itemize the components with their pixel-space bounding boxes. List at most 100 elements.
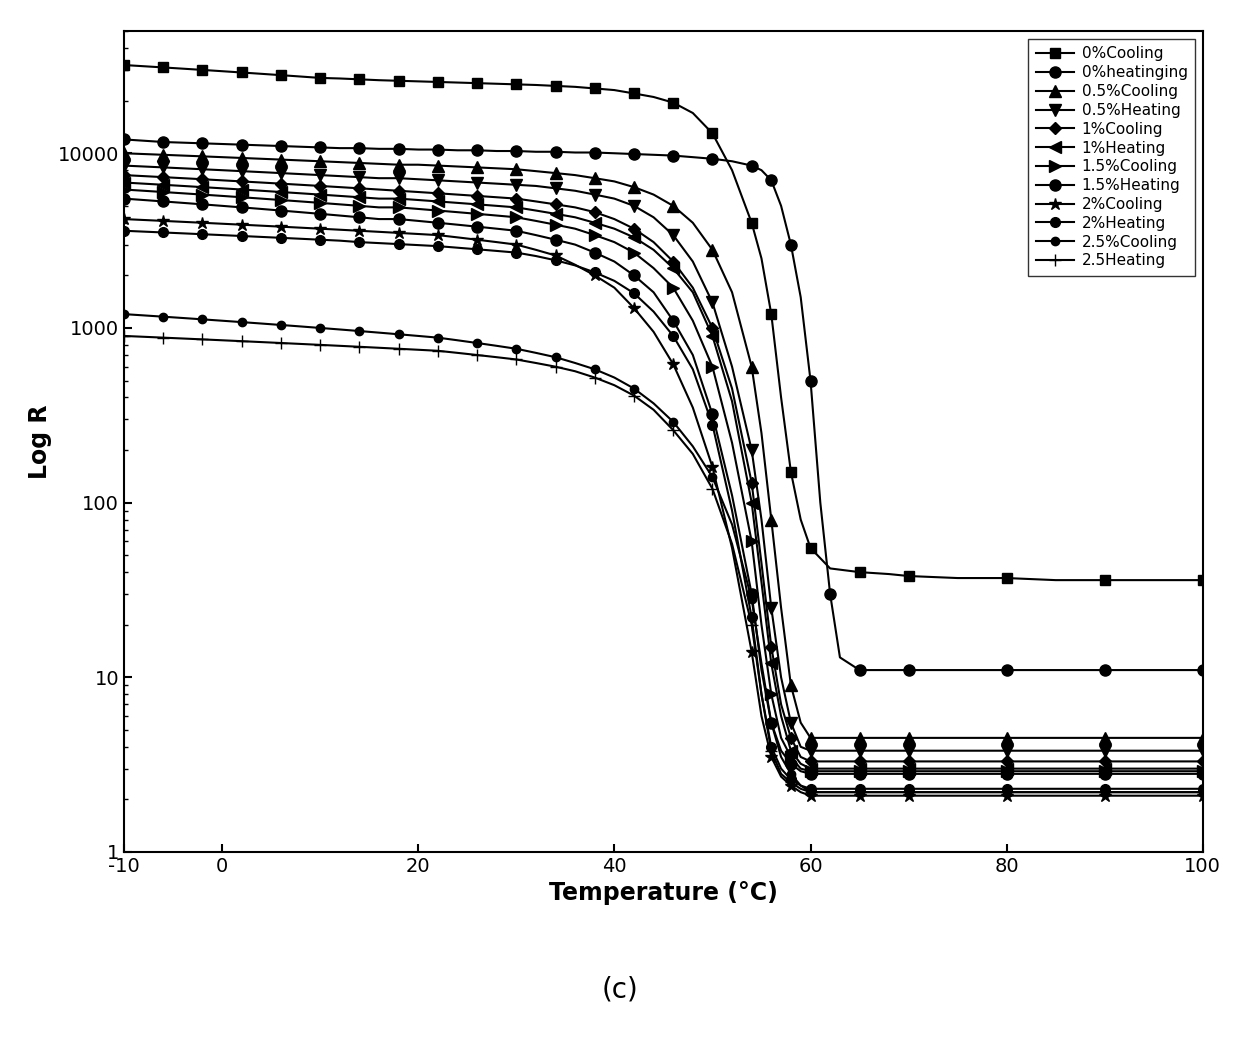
1.5%Heating [234, 202, 249, 214]
1.5%Heating [548, 234, 563, 246]
0%Cooling [626, 87, 641, 100]
2.5%Cooling [774, 751, 789, 764]
1%Cooling [606, 213, 621, 225]
1%Heating [646, 243, 661, 256]
1.5%Cooling [274, 194, 289, 207]
1.5%Cooling [548, 218, 563, 231]
2.5Heating [784, 776, 799, 789]
2%Cooling [470, 234, 485, 246]
2%Cooling [391, 227, 405, 239]
1%Heating [490, 199, 505, 212]
2.5Heating [686, 448, 701, 460]
0.5%Heating [999, 745, 1014, 757]
0.5%Heating [332, 169, 347, 182]
2.5Heating [490, 351, 505, 364]
1.5%Heating [1048, 768, 1063, 780]
0%Cooling [254, 68, 269, 80]
2%Cooling [804, 790, 818, 802]
2%Heating [410, 239, 425, 251]
2.5%Cooling [686, 441, 701, 453]
0.5%Heating [686, 256, 701, 268]
1%Heating [548, 208, 563, 220]
0.5%Heating [430, 175, 445, 187]
1%Heating [293, 187, 308, 199]
2.5%Cooling [950, 785, 965, 798]
1%Cooling [901, 755, 916, 768]
1%Heating [234, 183, 249, 195]
2.5%Cooling [764, 717, 779, 729]
2.5Heating [274, 337, 289, 349]
2%Heating [156, 227, 171, 239]
1%Cooling [999, 755, 1014, 768]
0%Cooling [293, 71, 308, 83]
1%Heating [764, 658, 779, 670]
2.5%Cooling [391, 328, 405, 341]
2.5Heating [646, 403, 661, 416]
1%Cooling [254, 177, 269, 189]
0.5%Heating [391, 171, 405, 184]
1%Heating [626, 231, 641, 243]
2%Cooling [136, 214, 151, 227]
2.5%Cooling [882, 785, 897, 798]
0%Cooling [794, 513, 808, 526]
2%Heating [882, 782, 897, 795]
2%Cooling [754, 710, 769, 722]
2.5%Cooling [470, 337, 485, 349]
0.5%Heating [470, 177, 485, 189]
0.5%Heating [950, 745, 965, 757]
1%Heating [706, 329, 720, 342]
1%Heating [784, 745, 799, 757]
0.5%Heating [852, 745, 867, 757]
2%Cooling [1146, 790, 1161, 802]
2.5Heating [794, 782, 808, 795]
2%Heating [1195, 782, 1210, 795]
1.5%Cooling [626, 246, 641, 259]
2%Cooling [410, 228, 425, 240]
2%Cooling [215, 217, 229, 230]
1%Cooling [1048, 755, 1063, 768]
1.5%Cooling [332, 198, 347, 211]
0.5%Cooling [646, 188, 661, 201]
0.5%Cooling [548, 167, 563, 180]
2.5Heating [410, 344, 425, 356]
1.5%Heating [1146, 768, 1161, 780]
0.5%Heating [234, 165, 249, 178]
0%Cooling [950, 571, 965, 584]
2.5Heating [391, 343, 405, 355]
2.5%Cooling [175, 312, 190, 324]
2.5%Cooling [410, 329, 425, 342]
1.5%Heating [352, 211, 367, 223]
0.5%Cooling [215, 151, 229, 163]
2.5Heating [312, 339, 327, 351]
1%Heating [508, 202, 523, 214]
2.5%Cooling [794, 779, 808, 792]
0%Cooling [686, 107, 701, 119]
1.5%Heating [882, 768, 897, 780]
0.5%Cooling [156, 149, 171, 161]
1.5%Cooling [882, 765, 897, 777]
1%Cooling [686, 282, 701, 294]
0.5%Cooling [508, 163, 523, 176]
1.5%Cooling [195, 188, 210, 201]
1%Cooling [117, 169, 131, 182]
1.5%Heating [999, 768, 1014, 780]
2.5%Cooling [450, 335, 465, 347]
2.5Heating [626, 390, 641, 402]
2.5%Cooling [312, 322, 327, 335]
2.5Heating [822, 785, 837, 798]
2.5%Cooling [1097, 785, 1112, 798]
0%Cooling [430, 76, 445, 88]
1%Heating [528, 205, 543, 217]
1%Cooling [430, 187, 445, 199]
1.5%Cooling [646, 262, 661, 274]
1.5%Cooling [215, 190, 229, 203]
0.5%Heating [156, 161, 171, 174]
0%heatinging [1146, 664, 1161, 676]
1.5%Heating [852, 768, 867, 780]
0.5%Heating [528, 180, 543, 192]
0%Cooling [450, 76, 465, 88]
2.5%Cooling [372, 326, 387, 339]
2.5%Cooling [646, 397, 661, 409]
2%Heating [274, 232, 289, 244]
1%Heating [724, 395, 739, 407]
